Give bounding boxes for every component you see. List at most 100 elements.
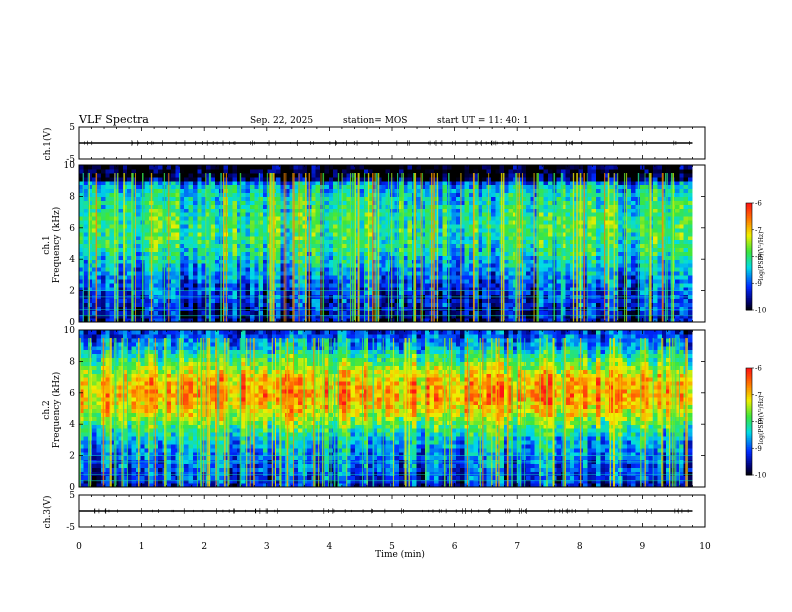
- spectrogram-cell: [114, 176, 120, 182]
- spectrogram-cell: [197, 196, 203, 201]
- spectrogram-cell: [184, 188, 190, 194]
- spectrogram-cell: [302, 219, 308, 225]
- spectrogram-cell: [407, 270, 413, 276]
- spectrogram-cell: [118, 282, 124, 288]
- spectrogram-cell: [451, 235, 457, 241]
- spectrogram-cell: [153, 231, 159, 237]
- spectrogram-cell: [127, 251, 133, 256]
- spectrogram-cell: [241, 247, 247, 252]
- spectrogram-cell: [582, 168, 588, 174]
- spectrogram-cell: [433, 251, 439, 256]
- spectrogram-cell: [157, 255, 163, 260]
- spectrogram-cell: [201, 231, 207, 237]
- spectrogram-cell: [118, 255, 124, 260]
- spectrogram-cell: [105, 259, 111, 264]
- spectrogram-cell: [460, 188, 466, 194]
- spectrogram-cell: [210, 318, 216, 323]
- spectrogram-cell: [79, 188, 84, 194]
- spectrogram-cell: [495, 274, 501, 280]
- spectrogram-cell: [337, 168, 343, 174]
- spectrogram-cell: [543, 267, 549, 272]
- spectrogram-cell: [214, 267, 220, 272]
- spectrogram-cell: [587, 259, 593, 264]
- spectrogram-cell: [96, 196, 102, 201]
- spectrogram-cell: [184, 235, 190, 241]
- spectrogram-cell: [276, 172, 282, 178]
- spectrogram-cell: [254, 235, 260, 241]
- spectrogram-cell: [433, 278, 439, 284]
- spectrogram-cell: [83, 212, 89, 217]
- spectrogram-cell: [477, 196, 483, 201]
- spectrogram-cell: [249, 219, 255, 225]
- spectrogram-cell: [600, 223, 606, 229]
- spectrogram-cell: [206, 247, 212, 252]
- spectrogram-cell: [469, 239, 474, 245]
- spectrogram-cell: [100, 180, 106, 186]
- spectrogram-cell: [236, 310, 242, 315]
- spectrogram-cell: [284, 165, 290, 170]
- spectrogram-cell: [477, 172, 483, 178]
- spectrogram-cell: [232, 216, 238, 221]
- spectrogram-cell: [442, 200, 448, 205]
- spectrogram-cell: [100, 223, 106, 229]
- spectrogram-cell: [258, 267, 264, 272]
- spectrogram-cell: [530, 274, 536, 280]
- spectrogram-cell: [464, 255, 470, 260]
- spectrogram-cell: [451, 196, 457, 201]
- spectrogram-cell: [587, 208, 593, 213]
- spectrogram-cell: [298, 165, 304, 170]
- spectrogram-cell: [302, 172, 308, 178]
- spectrogram-cell: [464, 231, 470, 237]
- spectrogram-cell: [447, 196, 453, 201]
- spectrogram-cell: [477, 306, 483, 311]
- spectrogram-cell: [556, 259, 562, 264]
- spectrogram-cell: [105, 219, 111, 225]
- spectrogram-cell: [376, 208, 382, 213]
- spectrogram-cell: [530, 219, 536, 225]
- spectrogram-cell: [114, 231, 120, 237]
- spectrogram-cell: [495, 188, 501, 194]
- spectrogram-cell: [114, 227, 120, 233]
- spectrogram-cell: [144, 302, 150, 307]
- spectrogram-cell: [210, 184, 216, 190]
- spectrogram-cell: [403, 184, 409, 190]
- spectrogram-cell: [407, 176, 413, 182]
- spectrogram-cell: [355, 216, 361, 221]
- spectrogram-cell: [596, 270, 602, 276]
- spectrogram-cell: [390, 204, 396, 209]
- spectrogram-cell: [171, 286, 176, 292]
- spectrogram-cell: [179, 219, 185, 225]
- spectrogram-cell: [341, 200, 347, 205]
- spectrogram-cell: [140, 168, 146, 174]
- spectrogram-cell: [355, 251, 361, 256]
- spectrogram-cell: [245, 239, 251, 245]
- spectrogram-cell: [565, 282, 571, 288]
- spectrogram-cell: [565, 235, 571, 241]
- spectrogram-cell: [245, 208, 251, 213]
- spectrogram-cell: [131, 255, 137, 260]
- spectrogram-cell: [596, 255, 602, 260]
- spectrogram-cell: [447, 212, 453, 217]
- spectrogram-cell: [223, 168, 229, 174]
- spectrogram-cell: [127, 298, 133, 303]
- spectrogram-cell: [206, 318, 212, 323]
- spectrogram-cell: [87, 227, 93, 233]
- spectrogram-cell: [539, 216, 545, 221]
- spectrogram-cell: [144, 235, 150, 241]
- spectrogram-cell: [166, 165, 172, 170]
- spectrogram-cell: [79, 208, 84, 213]
- spectrogram-cell: [175, 176, 181, 182]
- spectrogram-cell: [341, 274, 347, 280]
- spectrogram-cell: [153, 212, 159, 217]
- spectrogram-cell: [381, 290, 387, 296]
- spectrogram-cell: [530, 247, 536, 252]
- spectrogram-cell: [232, 278, 238, 284]
- spectrogram-cell: [587, 204, 593, 209]
- spectrogram-cell: [495, 208, 501, 213]
- spectrogram-cell: [381, 172, 387, 178]
- spectrogram-cell: [587, 251, 593, 256]
- spectrogram-cell: [276, 318, 282, 323]
- spectrogram-cell: [100, 318, 106, 323]
- spectrogram-cell: [320, 180, 325, 186]
- spectrogram-cell: [118, 208, 124, 213]
